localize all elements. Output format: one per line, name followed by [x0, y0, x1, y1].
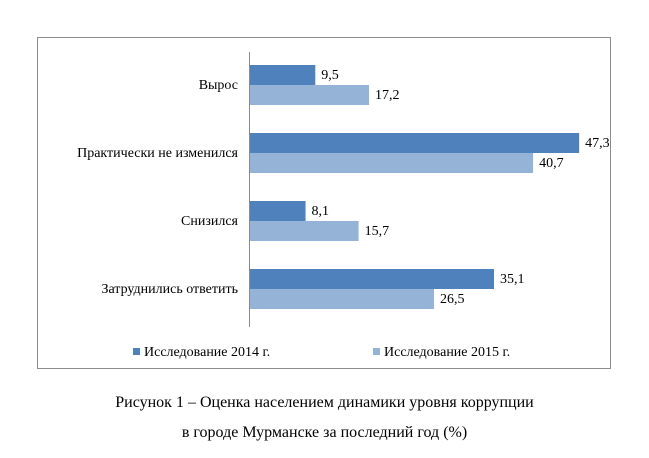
- bar-2014: [249, 65, 316, 85]
- category-label: Затруднились ответить: [101, 282, 238, 297]
- category-label: Вырос: [199, 78, 238, 93]
- data-label: 26,5: [440, 292, 465, 307]
- category-label: Снизился: [181, 214, 239, 229]
- bar-chart: Вырос 9,5 17,2 Практически не изменился 47,3…: [77, 52, 610, 360]
- data-label: 17,2: [375, 88, 400, 103]
- legend-label: Исследование 2015 г.: [384, 345, 510, 360]
- data-label: 8,1: [312, 204, 330, 219]
- bar-2014: [249, 133, 580, 153]
- data-label: 35,1: [500, 272, 525, 287]
- figure-caption-line-2: в городе Мурманске за последний год (%): [181, 424, 468, 441]
- bar-2015: [249, 221, 359, 241]
- legend-marker: [373, 348, 380, 355]
- bar-2014: [249, 269, 494, 289]
- bar-2015: [249, 289, 434, 309]
- legend-label: Исследование 2014 г.: [144, 345, 270, 360]
- data-label: 40,7: [539, 156, 564, 171]
- figure-caption-line-1: Рисунок 1 – Оценка населением динамики у…: [115, 394, 534, 411]
- data-label: 15,7: [365, 224, 390, 239]
- data-label: 47,3: [585, 136, 610, 151]
- bar-2014: [249, 201, 306, 221]
- category-label: Практически не изменился: [77, 146, 238, 161]
- chart-frame: Вырос 9,5 17,2 Практически не изменился 47,3…: [37, 37, 611, 369]
- bar-2015: [249, 153, 534, 173]
- legend-marker: [133, 348, 140, 355]
- data-label: 9,5: [321, 68, 339, 83]
- bar-2015: [249, 85, 370, 105]
